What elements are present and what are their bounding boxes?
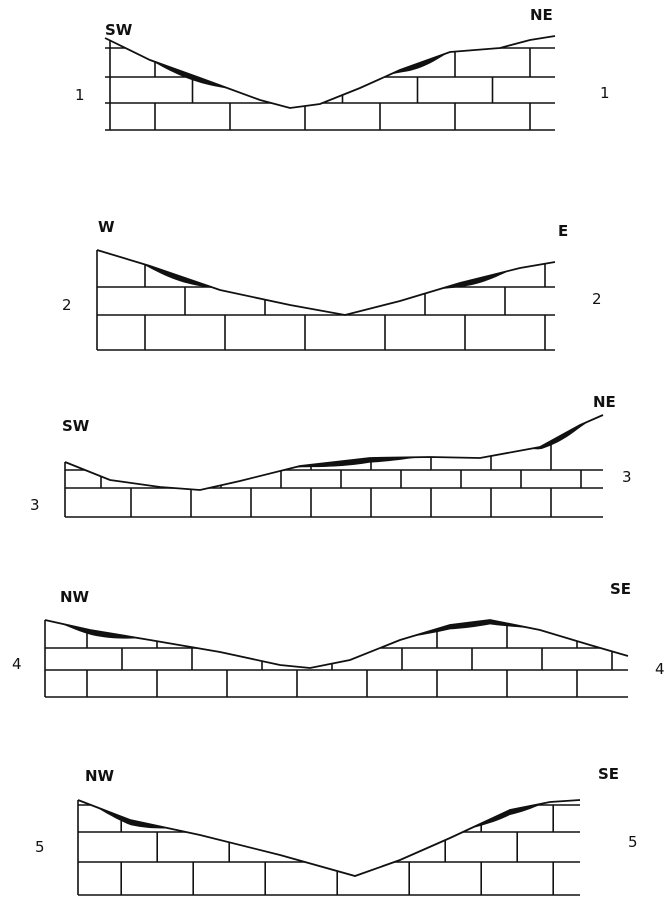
section-number: 2 (592, 290, 602, 308)
cross-section: SW NE 3 3 (30, 393, 632, 518)
section-number: 5 (35, 838, 45, 856)
cross-section: SW NE 1 1 (75, 6, 610, 131)
direction-label: SW (62, 417, 90, 435)
deposit (530, 420, 590, 450)
direction-label: NW (60, 588, 90, 606)
deposit (410, 620, 530, 637)
section-number: 1 (75, 86, 85, 104)
section-number: 1 (600, 84, 610, 102)
direction-label: NE (530, 6, 553, 24)
ground-profile (77, 799, 581, 877)
bedrock (65, 440, 603, 518)
deposit (60, 623, 140, 639)
ground-profile (44, 619, 629, 669)
section-number: 3 (622, 468, 632, 486)
deposit (150, 60, 230, 89)
deposit (470, 803, 545, 829)
section-number: 4 (12, 655, 22, 673)
section-number: 4 (655, 660, 664, 678)
bedrock (97, 250, 555, 351)
deposit (290, 457, 420, 469)
direction-label: W (98, 218, 115, 236)
cross-section: W E 2 2 (62, 218, 602, 351)
cross-section: NW SE 4 4 (12, 580, 664, 698)
direction-label: NW (85, 767, 115, 785)
direction-label: E (558, 222, 568, 240)
ground-profile (96, 249, 556, 316)
deposit (95, 806, 170, 829)
ground-profile (64, 414, 604, 491)
direction-label: SE (610, 580, 631, 598)
cross-section: NW SE 5 5 (35, 765, 638, 896)
direction-label: SW (105, 21, 133, 39)
bedrock (45, 620, 628, 698)
bedrock (78, 800, 580, 896)
deposit (390, 52, 448, 75)
deposit (140, 262, 215, 289)
ground-profile (104, 35, 556, 109)
section-number: 5 (628, 833, 638, 851)
section-number: 3 (30, 496, 40, 514)
deposit (440, 270, 510, 289)
section-number: 2 (62, 296, 72, 314)
bedrock (105, 36, 555, 131)
direction-label: NE (593, 393, 616, 411)
direction-label: SE (598, 765, 619, 783)
